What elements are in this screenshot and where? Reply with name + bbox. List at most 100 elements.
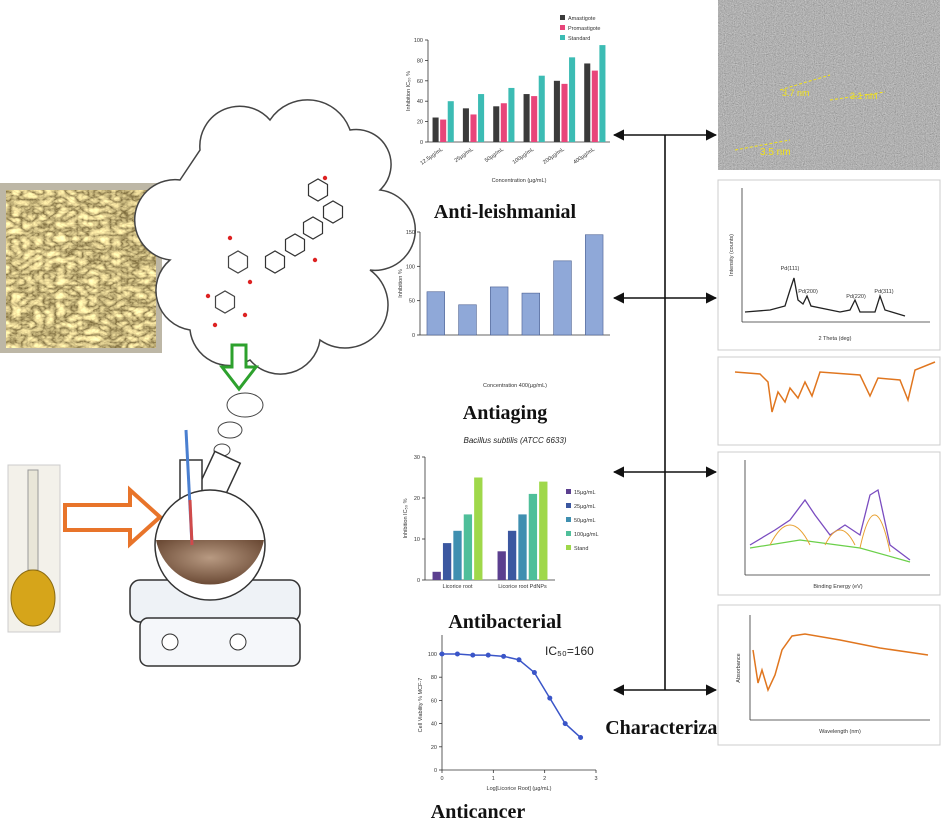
- tem-label: 3.7 nm: [782, 88, 810, 98]
- legend-swatch: [566, 517, 571, 522]
- legend-swatch: [560, 15, 565, 20]
- xrd-pattern: [744, 277, 906, 317]
- ftir-frame: [717, 356, 941, 446]
- x-tick-label: Licorice root PdNPs: [498, 584, 547, 590]
- bar: [462, 108, 469, 142]
- tem-measure: [779, 74, 831, 91]
- section-label: Characterization: [605, 717, 751, 739]
- thought-bubble: [226, 392, 264, 418]
- ring: [284, 233, 306, 257]
- flask-neck: [27, 469, 39, 571]
- y-tick-label: 20: [417, 120, 423, 126]
- bar: [538, 75, 545, 142]
- oxygen: [312, 257, 318, 263]
- xps-baseline: [749, 539, 911, 563]
- legend-swatch: [566, 531, 571, 536]
- y-tick-label: 0: [420, 140, 423, 146]
- thought-bubble: [217, 421, 243, 439]
- section-label: Anticancer: [431, 801, 526, 823]
- data-point: [516, 657, 522, 663]
- bar: [523, 94, 530, 142]
- y-tick-label: 100: [414, 38, 423, 44]
- oxygen: [212, 322, 218, 328]
- y-tick-label: 100: [428, 652, 437, 658]
- x-tick-label: Licorice root: [443, 584, 473, 590]
- process-arrow: [63, 485, 163, 549]
- axis-label: Wavelength (nm): [819, 729, 861, 735]
- licorice-photo: [6, 190, 156, 348]
- ring: [214, 290, 236, 314]
- data-point: [531, 670, 537, 676]
- bar: [500, 103, 507, 142]
- viability-curve: [442, 653, 582, 739]
- legend-label: 15µg/mL: [574, 490, 596, 496]
- bar: [463, 514, 473, 580]
- green-arrow: [218, 343, 260, 392]
- x-tick-label: 50µg/mL: [484, 147, 505, 164]
- bar: [426, 291, 446, 336]
- tem-measure: [829, 91, 886, 101]
- bar: [508, 87, 515, 142]
- data-point: [547, 695, 553, 701]
- y-tick-label: 60: [431, 698, 437, 704]
- bar: [528, 493, 538, 580]
- x-tick-label: 200µg/mL: [542, 147, 566, 166]
- y-tick-label: 10: [414, 537, 420, 543]
- bar: [507, 530, 517, 580]
- axis-label: Absorbance: [736, 653, 742, 682]
- legend-label: 50µg/mL: [574, 518, 596, 524]
- bar: [584, 63, 591, 142]
- axis-label: Concentration 400(µg/mL): [483, 383, 547, 389]
- x-tick-label: 2: [543, 776, 546, 782]
- axis-label: Inhibition IC₅₀ %: [406, 71, 412, 111]
- legend-swatch: [566, 489, 571, 494]
- axis-label: Intensity (counts): [729, 234, 735, 276]
- data-point: [485, 652, 491, 658]
- y-tick-label: 40: [431, 722, 437, 728]
- legend-label: 100µg/mL: [574, 532, 599, 538]
- axis-label: Log[Licorice Root] (µg/mL): [487, 786, 552, 792]
- legend-swatch: [560, 25, 565, 30]
- bar: [442, 543, 452, 580]
- ring: [322, 200, 344, 224]
- oxygen: [227, 235, 233, 241]
- thought-cloud: [133, 99, 417, 375]
- legend-label: 25µg/mL: [574, 504, 596, 510]
- y-tick-label: 20: [414, 496, 420, 502]
- bar: [539, 481, 548, 580]
- thermometer-red: [188, 499, 194, 546]
- glycyrrhizin-molecule: [205, 175, 344, 328]
- bar: [599, 45, 606, 142]
- tem-measure: [734, 139, 791, 151]
- y-tick-label: 0: [434, 768, 437, 774]
- y-tick-label: 30: [414, 455, 420, 461]
- legend-label: Amastigote: [568, 16, 596, 22]
- x-tick-label: 3: [594, 776, 597, 782]
- knob: [161, 633, 179, 651]
- xps-fit: [769, 514, 891, 553]
- y-tick-label: 150: [406, 230, 415, 236]
- bar: [553, 80, 560, 142]
- y-tick-label: 0: [412, 333, 415, 339]
- peak-label: Pd(220): [846, 294, 866, 300]
- bar: [591, 70, 598, 142]
- bar: [474, 477, 483, 580]
- bar: [497, 551, 506, 580]
- bar: [453, 530, 462, 580]
- bar: [470, 114, 477, 142]
- x-tick-label: 12.5µg/mL: [419, 147, 444, 167]
- oxygen: [247, 279, 253, 285]
- oxygen: [205, 293, 211, 299]
- ring: [307, 178, 329, 202]
- y-tick-label: 80: [417, 58, 423, 64]
- annotation: IC₅₀=160: [545, 644, 594, 658]
- bar: [569, 57, 576, 143]
- bar: [521, 292, 541, 336]
- bar: [432, 117, 439, 142]
- bar: [440, 119, 447, 142]
- y-tick-label: 0: [417, 578, 420, 584]
- legend-label: Promastigote: [568, 26, 600, 32]
- legend-swatch: [560, 35, 565, 40]
- y-tick-label: 60: [417, 79, 423, 85]
